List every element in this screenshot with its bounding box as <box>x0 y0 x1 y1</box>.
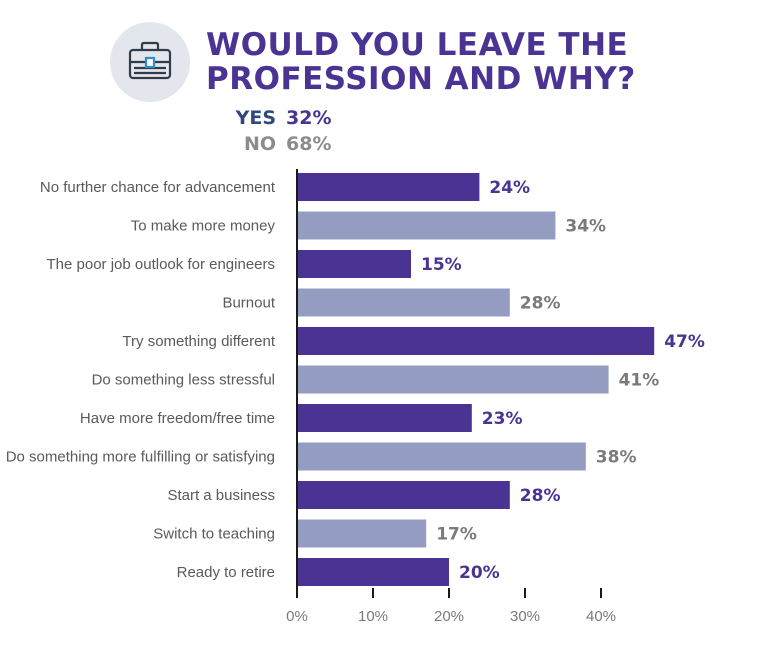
category-label: No further chance for advancement <box>40 179 276 196</box>
yes-label: YES <box>235 107 276 129</box>
value-label: 38% <box>596 448 637 468</box>
bar <box>297 481 510 509</box>
bar <box>297 173 480 201</box>
category-label: Try something different <box>122 333 275 350</box>
value-label: 24% <box>489 178 530 198</box>
value-label: 23% <box>482 409 523 429</box>
bar <box>297 288 510 317</box>
bar <box>297 365 609 394</box>
yes-value: 32% <box>286 107 332 129</box>
briefcase-icon <box>110 22 190 102</box>
value-label: 28% <box>520 486 561 506</box>
x-tick-label: 20% <box>434 608 464 625</box>
x-tick-label: 10% <box>358 608 388 625</box>
yes-stat: YES 32% <box>206 107 406 129</box>
no-label: NO <box>243 133 276 155</box>
value-label: 28% <box>520 294 561 314</box>
bar <box>297 404 472 432</box>
bar <box>297 442 586 471</box>
category-label: Burnout <box>222 295 275 312</box>
no-value: 68% <box>286 133 332 155</box>
bar <box>297 327 655 355</box>
value-label: 47% <box>664 332 705 352</box>
category-label: Have more freedom/free time <box>80 410 275 427</box>
value-label: 15% <box>421 255 462 275</box>
bar <box>297 211 556 240</box>
briefcase-icon-badge <box>110 22 190 102</box>
x-tick-label: 0% <box>286 608 308 625</box>
x-tick-label: 40% <box>586 608 616 625</box>
title-line-1: WOULD YOU LEAVE THE <box>206 27 629 63</box>
category-label: The poor job outlook for engineers <box>47 256 275 273</box>
category-label: Do something less stressful <box>92 372 275 389</box>
value-label: 17% <box>436 525 477 545</box>
no-stat: NO 68% <box>206 133 406 155</box>
bar <box>297 558 449 586</box>
page-title: WOULD YOU LEAVE THE PROFESSION AND WHY? <box>206 28 636 96</box>
category-label: Switch to teaching <box>153 526 275 543</box>
bar <box>297 519 427 548</box>
category-label: Ready to retire <box>177 564 275 581</box>
value-label: 20% <box>459 563 500 583</box>
bar <box>297 250 411 278</box>
category-label: To make more money <box>131 218 276 235</box>
category-label: Start a business <box>167 487 275 504</box>
title-line-2: PROFESSION AND WHY? <box>206 61 636 97</box>
value-label: 41% <box>619 371 660 391</box>
value-label: 34% <box>565 217 606 237</box>
x-tick-label: 30% <box>510 608 540 625</box>
category-label: Do something more fulfilling or satisfyi… <box>6 449 275 466</box>
